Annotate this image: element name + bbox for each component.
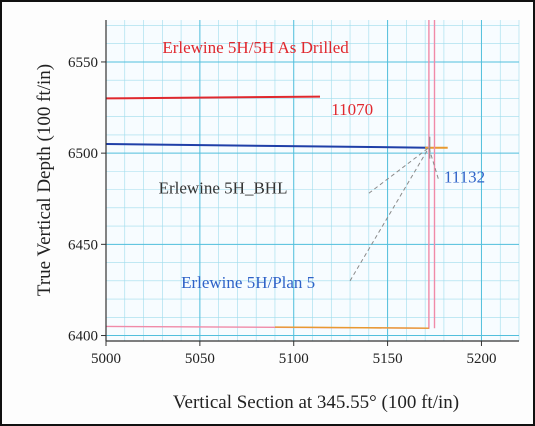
annotation-label: Erlewine 5H/5H As Drilled: [162, 38, 349, 57]
annotation-label: Erlewine 5H_BHL: [159, 178, 288, 197]
y-tick-label: 6400: [68, 329, 98, 345]
annotations: Erlewine 5H/5H As Drilled 11070 Erlewine 5…: [159, 38, 486, 292]
series-line-0: [105, 95, 321, 100]
leader-line: [428, 147, 439, 179]
grid-major: [105, 20, 519, 341]
annotation-label: Erlewine 5H/Plan 5: [181, 273, 315, 292]
x-tick-label: 5150: [373, 351, 403, 367]
annotation-label: 11070: [331, 100, 373, 119]
y-tick-label: 6500: [68, 146, 98, 162]
y-tick-label: 6550: [68, 55, 98, 71]
series-line-5: [274, 326, 429, 329]
tick-labels: 5000 5050 5100 5150 5200 6400 6450 6500 6550: [68, 55, 496, 367]
series-line-1: [105, 143, 429, 149]
leader-line: [368, 147, 430, 194]
x-tick-label: 5200: [466, 351, 496, 367]
leader-lines: [349, 136, 439, 282]
x-tick-label: 5050: [185, 351, 215, 367]
x-tick-label: 5000: [91, 351, 121, 367]
leader-line: [349, 147, 430, 282]
x-axis-label: Vertical Section at 345.55° (100 ft/in): [173, 392, 459, 413]
y-tick-label: 6450: [68, 237, 98, 253]
series-group: [105, 20, 448, 329]
y-axis-label: True Vertical Depth (100 ft/in): [34, 64, 55, 296]
x-tick-label: 5100: [279, 351, 309, 367]
annotation-label: 11132: [444, 167, 485, 186]
axes: [101, 20, 519, 346]
